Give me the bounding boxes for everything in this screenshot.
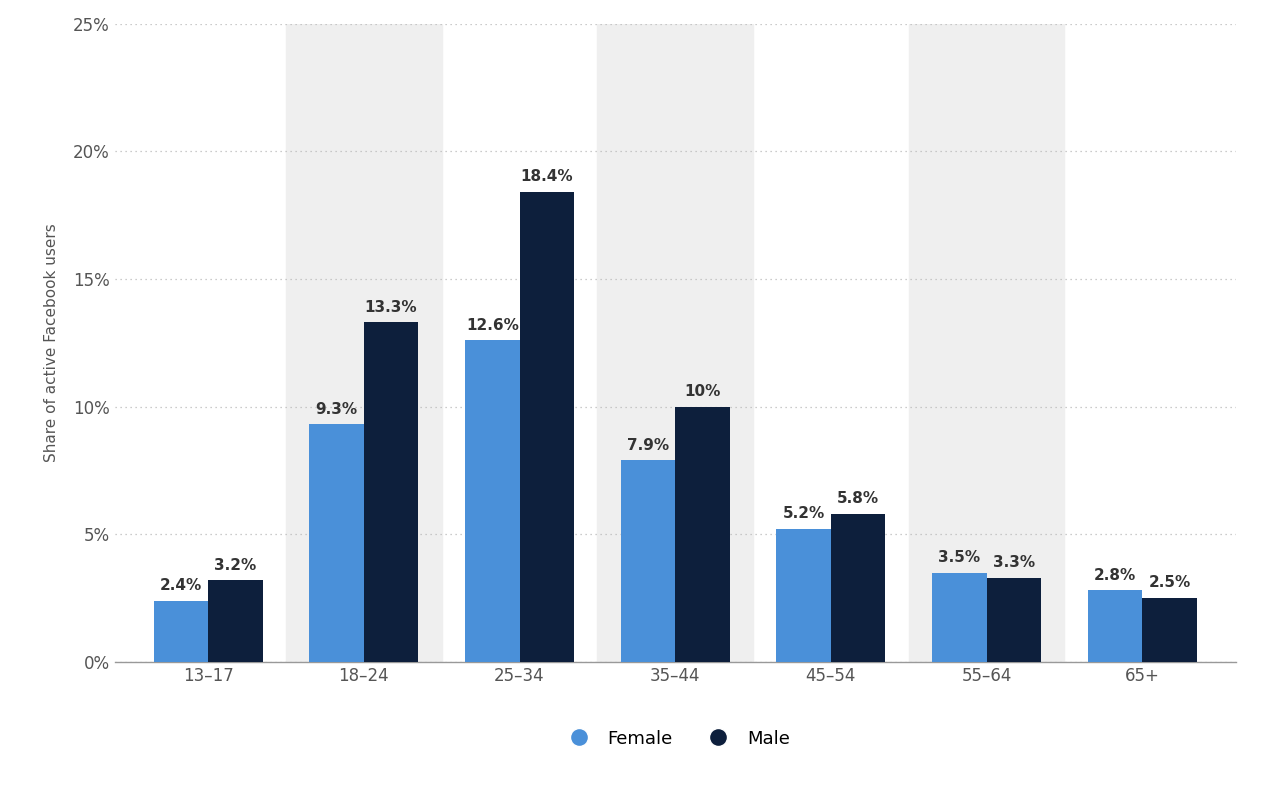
Bar <box>520 192 575 662</box>
Bar <box>908 24 1065 662</box>
Bar <box>1143 598 1196 662</box>
Text: 5.2%: 5.2% <box>782 507 824 522</box>
Text: 3.2%: 3.2% <box>214 558 256 573</box>
Text: 10%: 10% <box>684 384 721 399</box>
Text: 12.6%: 12.6% <box>466 318 519 333</box>
Y-axis label: Share of active Facebook users: Share of active Facebook users <box>45 224 59 462</box>
Text: 9.3%: 9.3% <box>316 402 358 417</box>
Text: 7.9%: 7.9% <box>627 437 669 452</box>
Text: 2.4%: 2.4% <box>159 578 203 593</box>
Text: 13.3%: 13.3% <box>364 299 418 314</box>
Bar <box>986 578 1041 662</box>
Text: 3.3%: 3.3% <box>992 555 1034 570</box>
Bar <box>620 460 675 662</box>
Bar <box>831 514 885 662</box>
Text: 2.5%: 2.5% <box>1148 575 1191 590</box>
Text: 3.5%: 3.5% <box>939 550 981 565</box>
Bar <box>598 24 753 662</box>
Bar <box>675 407 730 662</box>
Bar <box>154 600 208 662</box>
Text: 5.8%: 5.8% <box>837 491 879 506</box>
Bar <box>776 530 831 662</box>
Bar <box>933 573 986 662</box>
Legend: Female, Male: Female, Male <box>553 723 798 755</box>
Text: 18.4%: 18.4% <box>521 169 573 184</box>
Bar <box>310 425 364 662</box>
Text: 2.8%: 2.8% <box>1094 568 1136 583</box>
Bar <box>364 322 418 662</box>
Bar <box>465 340 520 662</box>
Bar <box>208 580 262 662</box>
Bar <box>285 24 442 662</box>
Bar <box>1088 590 1143 662</box>
